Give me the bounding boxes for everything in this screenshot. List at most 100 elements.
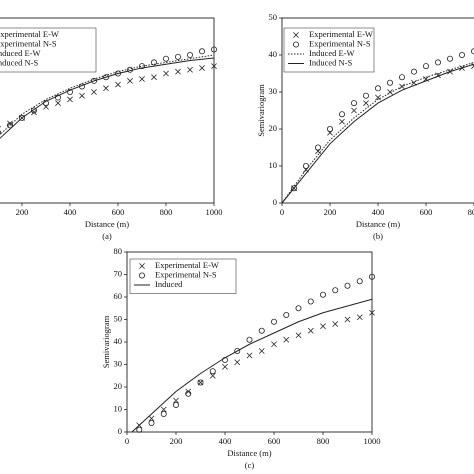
marker-circle (398, 74, 405, 81)
marker-x (199, 65, 205, 71)
panel: 200 400 600 800 1000 Distance (m) (a) Experimen… (0, 17, 223, 241)
marker-x (234, 359, 241, 366)
x-tick-label: 400 (64, 207, 77, 217)
marker-circle (55, 94, 62, 101)
y-tick-label: 60 (114, 291, 123, 301)
y-tick-label: 40 (114, 336, 123, 346)
marker-x (375, 94, 381, 101)
marker-x (209, 372, 216, 379)
marker-circle (458, 52, 465, 59)
y-tick-label: 20 (114, 381, 123, 391)
marker-x (423, 76, 429, 82)
y-tick-label: 30 (114, 358, 123, 368)
marker-x (332, 321, 339, 327)
marker-circle (368, 273, 375, 280)
curve (0, 57, 215, 139)
marker-x (363, 100, 369, 106)
legend-label: Induced N-S (0, 57, 38, 67)
marker-circle (138, 63, 145, 70)
y-axis-title: Semivariogram (101, 315, 111, 368)
marker-x (187, 66, 193, 73)
marker-x (293, 32, 299, 38)
marker-x (67, 96, 73, 103)
curve (281, 61, 474, 204)
marker-circle (160, 410, 167, 417)
legend-label: Induced N-S (309, 57, 352, 67)
marker-circle (302, 162, 309, 169)
panel: 0 200 400 600 800 0 10 20 30 40 50 Distance (m) (b) S… (256, 12, 474, 241)
y-axis-title: Semivariogram (256, 84, 266, 137)
marker-x (139, 76, 145, 82)
marker-x (55, 100, 61, 106)
marker-x (258, 348, 265, 354)
marker-circle (185, 390, 192, 397)
y-tick-label: 50 (269, 12, 278, 22)
legend-label: Experimental E-W (0, 29, 59, 39)
marker-circle (319, 291, 326, 298)
plot-frame (0, 17, 215, 204)
marker-circle (150, 59, 157, 66)
marker-circle (410, 68, 417, 75)
marker-x (173, 397, 179, 404)
marker-circle (234, 347, 241, 354)
legend-label: Experimental N-S (155, 269, 217, 279)
marker-x (344, 316, 351, 323)
marker-x (103, 85, 109, 92)
marker-x (351, 107, 357, 114)
curve (281, 63, 474, 204)
marker-x (307, 327, 314, 334)
marker-x (160, 406, 167, 413)
marker-circle (174, 53, 181, 60)
x-tick-label: 1000 (206, 207, 223, 217)
curve (131, 298, 373, 433)
marker-circle (148, 419, 155, 426)
x-tick-label: 800 (160, 207, 173, 217)
legend-box (129, 258, 237, 294)
marker-x (222, 363, 228, 370)
marker-circle (326, 126, 333, 133)
marker-circle (386, 79, 393, 86)
marker-circle (344, 282, 351, 289)
marker-circle (356, 278, 363, 285)
x-tick-label: 200 (16, 207, 29, 217)
y-tick-label: 80 (114, 246, 123, 256)
legend-box (283, 27, 375, 73)
marker-circle (292, 41, 299, 48)
x-tick-label: 200 (170, 436, 183, 446)
marker-circle (446, 55, 453, 62)
marker-circle (30, 107, 37, 114)
marker-circle (7, 122, 13, 129)
marker-x (115, 81, 121, 88)
marker-x (271, 341, 277, 348)
marker-circle (374, 85, 381, 92)
y-tick-label: 0 (118, 426, 122, 436)
y-tick-label: 10 (114, 403, 123, 413)
marker-circle (198, 48, 205, 55)
marker-circle (136, 426, 143, 433)
x-tick-label: 800 (468, 207, 474, 217)
x-tick-label: 600 (420, 207, 433, 217)
marker-x (320, 323, 326, 330)
legend-label: Induced E-W (0, 48, 41, 58)
marker-x (369, 309, 375, 316)
x-axis-title: Distance (m) (356, 219, 400, 229)
marker-circle (115, 70, 122, 77)
x-tick-label: 400 (372, 207, 385, 217)
marker-circle (307, 298, 314, 305)
marker-circle (338, 111, 345, 118)
panel-label: (c) (245, 460, 255, 470)
marker-circle (209, 368, 216, 375)
marker-x (246, 352, 253, 359)
marker-x (91, 89, 97, 95)
x-tick-label: 1000 (364, 436, 381, 446)
marker-x (295, 332, 302, 339)
marker-circle (362, 92, 369, 99)
marker-circle (270, 318, 277, 325)
x-tick-label: 600 (112, 207, 125, 217)
marker-circle (186, 52, 193, 59)
marker-circle (210, 46, 217, 53)
x-tick-label: 800 (317, 436, 330, 446)
x-tick-label: 0 (280, 207, 284, 217)
